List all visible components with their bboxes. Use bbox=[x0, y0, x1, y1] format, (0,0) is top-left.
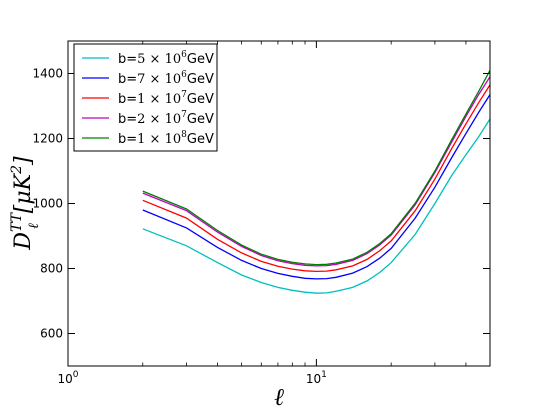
y-tick-label-2: 1000 bbox=[32, 197, 63, 211]
axis-ticks bbox=[67, 41, 491, 366]
y-tick-label-1: 800 bbox=[40, 262, 63, 276]
legend-label-3: b=2 × 107GeV bbox=[118, 110, 214, 127]
x-tick-label-0: 100 bbox=[57, 370, 78, 386]
y-tick-label-3: 1200 bbox=[32, 132, 63, 146]
legend-label-4: b=1 × 108GeV bbox=[118, 130, 214, 147]
series-line-4 bbox=[142, 69, 491, 266]
y-axis-label-unit-close: ] bbox=[11, 156, 36, 166]
y-axis-label-sup: TT bbox=[9, 211, 25, 232]
legend-label-2: b=1 × 107GeV bbox=[118, 90, 214, 107]
series-line-2 bbox=[142, 84, 491, 273]
y-axis-label-main: D bbox=[11, 232, 36, 251]
legend: b=5 × 106GeV b=7 × 106GeV b=1 × 107GeV b=2 … bbox=[73, 43, 218, 152]
legend-label-1: b=7 × 106GeV bbox=[118, 70, 214, 87]
axis-tick-labels: 600 800 1000 1200 1400 100 101 bbox=[32, 67, 326, 387]
plot-lines bbox=[142, 69, 491, 294]
legend-label-0: b=5 × 106GeV bbox=[118, 50, 214, 67]
svg-text:DTTℓ[μK2]: DTTℓ [μK2] bbox=[9, 156, 42, 251]
series-line-0 bbox=[142, 118, 491, 294]
y-axis-label: DTTℓ [μK2] bbox=[9, 156, 42, 251]
x-axis-label: ℓ bbox=[274, 383, 284, 409]
y-axis-label-unit: [μK bbox=[11, 172, 36, 213]
y-axis-label-unit-sup: 2 bbox=[9, 165, 25, 175]
series-line-3 bbox=[142, 76, 491, 267]
y-tick-label-4: 1400 bbox=[32, 67, 63, 81]
x-tick-label-1: 101 bbox=[306, 370, 327, 386]
series-line-1 bbox=[142, 94, 491, 280]
y-axis-label-sub: ℓ bbox=[26, 223, 42, 229]
y-tick-label-0: 600 bbox=[40, 327, 63, 341]
